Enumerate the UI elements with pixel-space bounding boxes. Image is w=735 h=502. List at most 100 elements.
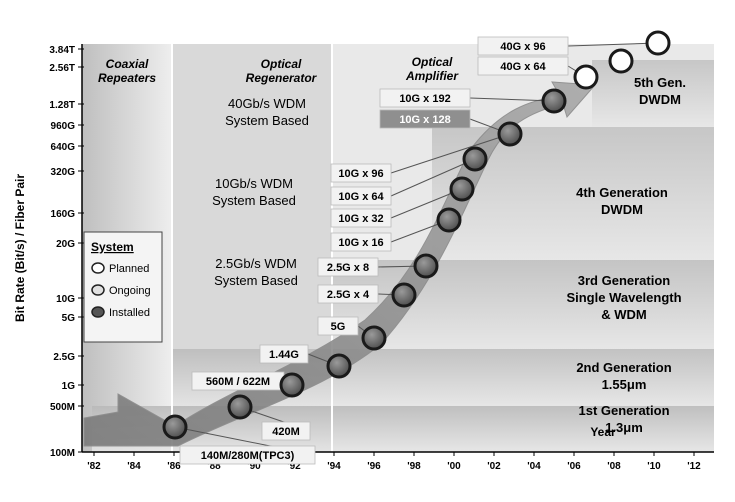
data-points: [162, 30, 671, 440]
data-label: 2.5G x 8: [327, 262, 369, 274]
y-axis-label: Bit Rate (Bit/s) / Fiber Pair: [13, 174, 27, 322]
x-tick-label: '90: [247, 461, 261, 472]
generation-label: 1st Generation 1.3μm: [578, 403, 669, 435]
data-label: 10G x 32: [338, 213, 383, 225]
installed-point: [497, 121, 523, 147]
generation-label: 5th Gen. DWDM: [634, 75, 686, 107]
label-connector: [390, 133, 511, 174]
x-tick-label: '92: [287, 461, 301, 472]
data-label-box: [317, 257, 379, 277]
x-tick-label: '08: [607, 461, 621, 472]
legend-swatch: [91, 262, 105, 274]
data-label: 140M/280M(TPC3): [201, 450, 295, 462]
x-tick-label: '94: [327, 461, 341, 472]
x-tick-label: '88: [207, 461, 221, 472]
x-tick-label: '98: [407, 461, 421, 472]
data-label-box: [330, 208, 392, 228]
data-label: 40G x 64: [500, 61, 546, 73]
y-tick-label: 160G: [51, 209, 76, 220]
installed-point: [279, 372, 305, 398]
trend-arrow: [83, 81, 597, 447]
legend-label: Planned: [109, 263, 149, 275]
data-label: 5G: [331, 321, 346, 333]
installed-point: [462, 146, 488, 172]
era-labels: Coaxial Repeaters Optical Regenerator Optica…: [98, 55, 459, 85]
generation-label: 4th Generation DWDM: [576, 185, 668, 217]
y-tick-label: 320G: [51, 167, 76, 178]
y-tick-label: 960G: [51, 121, 76, 132]
x-tick-label: '86: [167, 461, 181, 472]
x-tick-label: '84: [127, 461, 141, 472]
installed-point: [413, 253, 439, 279]
x-axis-label: Year: [590, 425, 616, 439]
x-tick-label: '10: [647, 461, 661, 472]
legend-entries: Planned Ongoing Installed: [91, 262, 151, 319]
data-label-box: [330, 163, 392, 183]
planned-point: [608, 48, 634, 74]
label-connector: [390, 158, 476, 197]
y-tick-label: 2.56T: [49, 63, 75, 74]
data-label: 420M: [272, 426, 300, 438]
data-label: 10G x 96: [338, 168, 383, 180]
era-label: Optical Regenerator: [246, 57, 318, 85]
installed-point: [227, 394, 253, 420]
x-axis-ticks: '82 '84 '86 '88 '90 '92 '94 '96 '98 '00 '02 '04 '06 '…: [87, 452, 701, 472]
data-label-box: [477, 36, 569, 56]
legend-swatch: [91, 306, 105, 318]
data-label: 10G x 192: [399, 93, 450, 105]
legend-title: System: [91, 240, 134, 254]
installed-point: [361, 325, 387, 351]
x-tick-label: '02: [487, 461, 501, 472]
system-based-label: 10Gb/s WDM System Based: [212, 176, 296, 208]
era-label: Coaxial Repeaters: [98, 57, 156, 85]
era-label: Optical Amplifier: [405, 55, 459, 83]
legend-label: Installed: [109, 307, 150, 319]
label-connector: [469, 97, 555, 102]
data-label-box: [330, 186, 392, 206]
legend-label: Ongoing: [109, 285, 151, 297]
generation-labels: 1st Generation 1.3μm 2nd Generation 1.55μm 3…: [566, 75, 686, 435]
installed-point: [162, 414, 188, 440]
x-tick-label: '06: [567, 461, 581, 472]
y-tick-label: 3.84T: [49, 45, 75, 56]
y-tick-label: 20G: [56, 239, 75, 250]
system-labels: 40Gb/s WDM System Based 10Gb/s WDM System B…: [212, 96, 309, 288]
planned-point: [645, 30, 671, 56]
y-tick-label: 5G: [62, 313, 76, 324]
data-label: 1.44G: [269, 349, 299, 361]
data-label-box: [259, 344, 309, 364]
y-tick-label: 1G: [62, 381, 76, 392]
installed-point: [541, 88, 567, 114]
generation-label: 2nd Generation 1.55μm: [576, 360, 671, 392]
installed-point: [391, 282, 417, 308]
label-connector: [567, 42, 659, 47]
generation-label: 3rd Generation Single Wavelength & WDM: [566, 273, 681, 322]
y-axis-ticks: 100M 500M 1G 2.5G 5G 10G 20G 160G 320G 640G 960G 1.…: [49, 45, 84, 459]
planned-point: [573, 64, 599, 90]
data-label: 560M / 622M: [206, 376, 270, 388]
x-tick-label: '82: [87, 461, 101, 472]
installed-point: [449, 176, 475, 202]
data-label: 10G x 128: [399, 114, 450, 126]
x-tick-label: '12: [687, 461, 701, 472]
y-tick-label: 1.28T: [49, 100, 75, 111]
band-gen-5: [592, 60, 714, 127]
data-label-box: [261, 421, 311, 441]
installed-point: [326, 353, 352, 379]
label-connector: [390, 188, 463, 219]
data-label-box: [317, 316, 359, 336]
system-based-label: 40Gb/s WDM System Based: [225, 96, 309, 128]
data-label: 40G x 96: [500, 41, 545, 53]
data-label-box: [179, 445, 316, 465]
data-label-box: [317, 284, 379, 304]
data-label-box: [330, 232, 392, 252]
y-tick-label: 100M: [50, 448, 75, 459]
data-label-box: [379, 109, 471, 129]
system-based-label: 2.5Gb/s WDM System Based: [214, 256, 298, 288]
data-label-box: [379, 88, 471, 108]
data-label: 2.5G x 4: [327, 289, 370, 301]
data-label: 10G x 16: [338, 237, 383, 249]
x-tick-label: '96: [367, 461, 381, 472]
x-tick-label: '04: [527, 461, 541, 472]
